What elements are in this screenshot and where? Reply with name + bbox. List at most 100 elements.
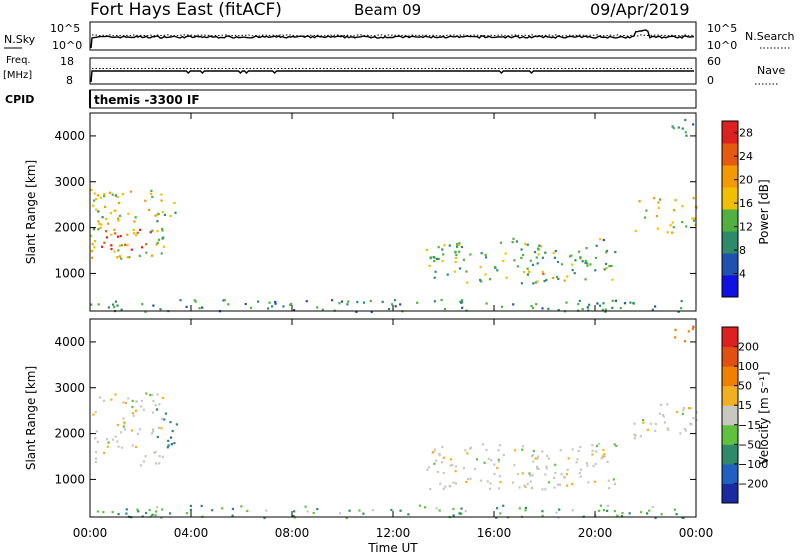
heatmap-cell [623, 302, 627, 305]
heatmap-cell [585, 462, 588, 465]
heatmap-cell [429, 487, 432, 491]
x-tick-label: 00:00 [679, 526, 714, 540]
heatmap-cell [671, 221, 674, 224]
heatmap-cell [340, 300, 344, 303]
heatmap-cell [158, 403, 161, 406]
heatmap-cell [455, 253, 458, 257]
freq-left-label-2: [MHz] [3, 70, 32, 81]
heatmap-cell [571, 482, 574, 485]
heatmap-cell [605, 251, 608, 254]
heatmap-cell [614, 299, 617, 302]
heatmap-cell [151, 254, 154, 257]
heatmap-cell [432, 451, 435, 454]
heatmap-cell [536, 262, 539, 265]
heatmap-cell [114, 300, 117, 303]
heatmap-cell [495, 516, 498, 519]
heatmap-cell [661, 414, 664, 417]
heatmap-cell [573, 272, 576, 275]
heatmap-cell [393, 299, 397, 302]
heatmap-cell [448, 484, 451, 488]
velocity-xlabel: Time UT [367, 541, 418, 554]
heatmap-cell [345, 517, 348, 520]
power-ylabel: Slant Range [km] [24, 160, 38, 264]
heatmap-cell [581, 260, 584, 263]
heatmap-cell [571, 448, 574, 451]
heatmap-cell [117, 249, 120, 252]
heatmap-cell [473, 468, 477, 471]
heatmap-cell [162, 396, 165, 399]
heatmap-cell [599, 238, 602, 241]
heatmap-cell [520, 256, 523, 260]
heatmap-cell [541, 514, 544, 517]
heatmap-cell [528, 271, 531, 274]
y-tick-label: 4000 [54, 129, 85, 143]
heatmap-cell [531, 486, 534, 489]
heatmap-cell [456, 243, 459, 246]
heatmap-cell [425, 248, 428, 251]
heatmap-cell [157, 238, 161, 241]
heatmap-cell [460, 299, 464, 302]
heatmap-cell [103, 241, 106, 244]
heatmap-cell [535, 303, 538, 306]
heatmap-cell [642, 418, 645, 422]
heatmap-cell [601, 308, 604, 311]
heatmap-cell [533, 251, 537, 254]
heatmap-cell [134, 409, 137, 412]
colorbar-tick-label: 24 [739, 150, 753, 163]
heatmap-cell [92, 228, 96, 231]
heatmap-cell [461, 306, 464, 309]
noise-right-tick-top: 10^5 [707, 22, 737, 35]
heatmap-cell [141, 303, 144, 306]
heatmap-cell [504, 252, 507, 255]
heatmap-cell [145, 392, 148, 395]
heatmap-cell [662, 415, 665, 418]
heatmap-cell [676, 410, 679, 414]
heatmap-cell [484, 273, 487, 276]
heatmap-cell [94, 461, 97, 464]
heatmap-cell [578, 472, 581, 475]
heatmap-cell [381, 300, 384, 303]
heatmap-cell [452, 514, 455, 517]
heatmap-cell [150, 432, 153, 435]
velocity-y-ticks: 1000 2000 3000 4000 [54, 335, 696, 486]
heatmap-cell [101, 245, 104, 248]
noise-panel-frame [89, 21, 697, 51]
heatmap-cell [454, 482, 457, 485]
heatmap-cell [611, 299, 614, 302]
power-panel: 1000 2000 3000 4000 Slant Range [km] 4 8 12 16… [24, 112, 771, 314]
heatmap-cell [438, 509, 441, 512]
heatmap-cell [316, 508, 319, 511]
heatmap-cell [584, 261, 587, 264]
heatmap-cell [268, 301, 271, 304]
heatmap-cell [479, 479, 482, 482]
heatmap-cell [121, 193, 124, 196]
heatmap-cell [157, 212, 160, 215]
heatmap-cell [443, 244, 446, 247]
heatmap-cell [394, 305, 397, 308]
heatmap-cell [599, 504, 602, 507]
heatmap-cell [505, 276, 508, 279]
heatmap-cell [96, 510, 99, 513]
heatmap-cell [348, 509, 351, 512]
heatmap-cell [120, 308, 123, 311]
heatmap-cell [306, 510, 309, 513]
heatmap-cell [442, 472, 445, 475]
heatmap-cell [512, 303, 515, 306]
heatmap-cell [531, 306, 535, 310]
heatmap-cell [179, 299, 182, 302]
colorbar-segment [722, 231, 738, 254]
heatmap-cell [293, 309, 296, 312]
heatmap-cell [586, 262, 589, 265]
colorbar-segment [722, 209, 738, 232]
heatmap-cell [98, 222, 101, 226]
heatmap-cell [524, 506, 527, 509]
heatmap-cell [485, 448, 488, 452]
heatmap-cell [591, 444, 594, 447]
heatmap-cell [486, 480, 489, 483]
heatmap-cell [96, 194, 100, 197]
heatmap-cell [138, 428, 142, 431]
heatmap-cell [110, 247, 113, 251]
heatmap-cell [632, 301, 635, 305]
heatmap-cell [680, 307, 683, 310]
heatmap-cell [467, 478, 470, 481]
